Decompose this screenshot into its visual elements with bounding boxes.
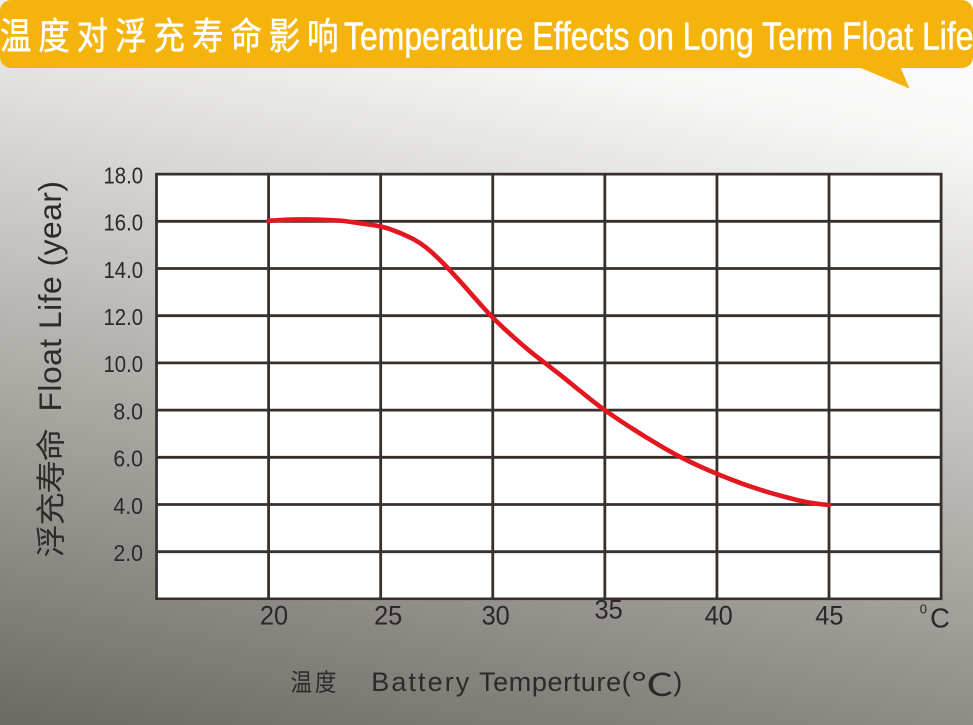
svg-text:20: 20 [260, 601, 288, 631]
svg-text:10.0: 10.0 [104, 351, 144, 377]
svg-text:): ) [673, 667, 682, 697]
svg-text:6.0: 6.0 [113, 446, 143, 472]
svg-text:Battery: Battery [371, 667, 470, 697]
svg-text:8.0: 8.0 [113, 398, 143, 424]
svg-text:18.0: 18.0 [104, 162, 144, 188]
svg-text:16.0: 16.0 [104, 210, 144, 236]
svg-text:12.0: 12.0 [104, 304, 144, 330]
svg-text:2.0: 2.0 [113, 540, 143, 566]
svg-text:C: C [930, 603, 950, 634]
svg-text:25: 25 [374, 601, 402, 631]
svg-text:40: 40 [705, 601, 733, 631]
svg-text:14.0: 14.0 [104, 257, 144, 283]
svg-text:35: 35 [595, 595, 623, 625]
svg-text:45: 45 [815, 601, 843, 631]
svg-text:30: 30 [482, 601, 510, 631]
svg-text:4.0: 4.0 [113, 493, 143, 519]
svg-text:Float Life (year): Float Life (year) [32, 181, 68, 412]
svg-text:0: 0 [920, 602, 927, 617]
svg-text:Temperture(: Temperture( [479, 667, 631, 697]
svg-text:Temperature Effects on Long Te: Temperature Effects on Long Term Float L… [344, 15, 973, 58]
